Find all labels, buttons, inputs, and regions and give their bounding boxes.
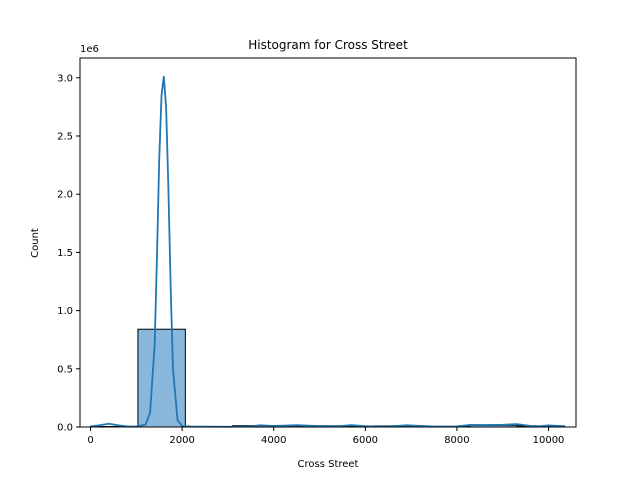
x-tick-label: 8000 (444, 435, 469, 446)
y-axis: 0.0 0.5 1.0 1.5 2.0 2.5 3.0 (57, 73, 80, 434)
x-axis: 0 2000 4000 6000 8000 10000 (87, 427, 564, 446)
x-tick-label: 6000 (353, 435, 378, 446)
x-tick-label: 4000 (261, 435, 286, 446)
y-tick-label: 1.0 (57, 306, 73, 317)
y-tick-label: 0.0 (57, 423, 73, 434)
plot-frame (79, 57, 577, 428)
y-axis-multiplier: 1e6 (80, 44, 99, 55)
chart-title: Histogram for Cross Street (248, 38, 408, 52)
x-axis-label: Cross Street (298, 459, 359, 470)
y-tick-label: 2.5 (57, 131, 73, 142)
x-tick-label: 2000 (169, 435, 194, 446)
y-tick-label: 3.0 (57, 73, 73, 84)
x-tick-label: 10000 (533, 435, 565, 446)
y-axis-label: Count (30, 228, 41, 258)
x-tick-label: 0 (87, 435, 93, 446)
y-tick-label: 0.5 (57, 364, 73, 375)
y-tick-label: 2.0 (57, 190, 73, 201)
histogram-bars (90, 328, 566, 428)
y-tick-label: 1.5 (57, 248, 73, 259)
histogram-bar-1 (137, 328, 186, 428)
